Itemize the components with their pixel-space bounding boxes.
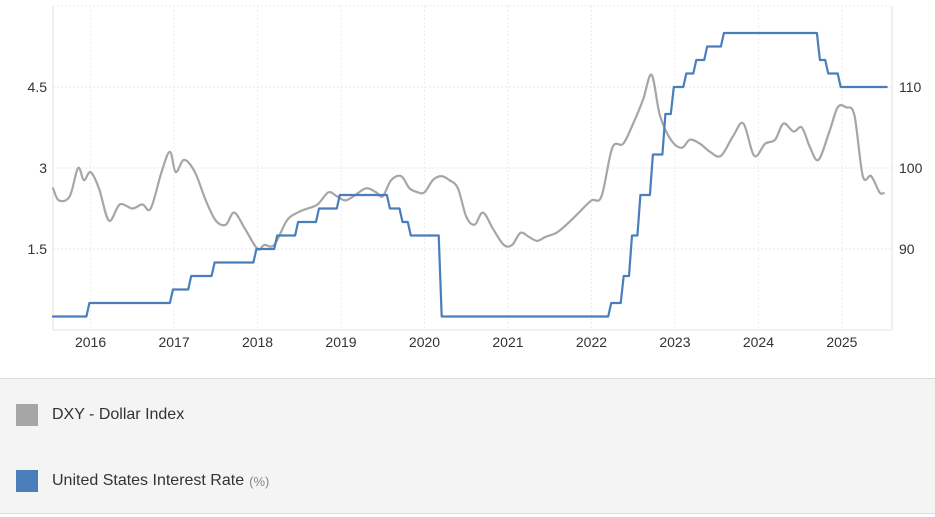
legend-item-dxy[interactable]: DXY - Dollar Index — [16, 404, 189, 426]
legend-unit-interest-rate: (%) — [249, 473, 270, 489]
legend-item-interest-rate[interactable]: United States Interest Rate (%) — [16, 470, 269, 492]
y-right-tick-label: 90 — [899, 241, 915, 257]
series-line-dxy — [51, 73, 885, 251]
x-tick-label: 2020 — [409, 334, 440, 350]
x-tick-label: 2025 — [826, 334, 857, 350]
x-tick-label: 2024 — [743, 334, 774, 350]
y-right-tick-label: 100 — [899, 160, 923, 176]
x-tick-label: 2019 — [325, 334, 356, 350]
y-left-tick-label: 1.5 — [28, 241, 48, 257]
legend: DXY - Dollar Index United States Interes… — [0, 378, 935, 514]
y-left-tick-label: 3 — [39, 160, 47, 176]
axes: 1.5 3 4.5 90 100 110 2016 2017 2018 2019 2020 2021 2… — [28, 79, 923, 350]
legend-label-dxy: DXY - Dollar Index — [52, 406, 185, 423]
dual-axis-line-chart: 1.5 3 4.5 90 100 110 2016 2017 2018 2019 2020 2021 2… — [28, 5, 923, 350]
x-tick-label: 2016 — [75, 334, 106, 350]
y-left-tick-label: 4.5 — [28, 79, 48, 95]
legend-swatch-interest-rate — [16, 470, 38, 492]
x-tick-label: 2017 — [158, 334, 189, 350]
x-tick-label: 2018 — [242, 334, 273, 350]
x-tick-label: 2023 — [659, 334, 690, 350]
series-line-interest-rate — [51, 31, 888, 318]
x-tick-label: 2022 — [576, 334, 607, 350]
series — [51, 31, 888, 318]
legend-label-interest-rate: United States Interest Rate — [52, 472, 245, 489]
x-tick-label: 2021 — [492, 334, 523, 350]
y-right-tick-label: 110 — [899, 79, 922, 95]
chart-area: 1.5 3 4.5 90 100 110 2016 2017 2018 2019 2020 2021 2… — [28, 5, 923, 350]
legend-swatch-dxy — [16, 404, 38, 426]
